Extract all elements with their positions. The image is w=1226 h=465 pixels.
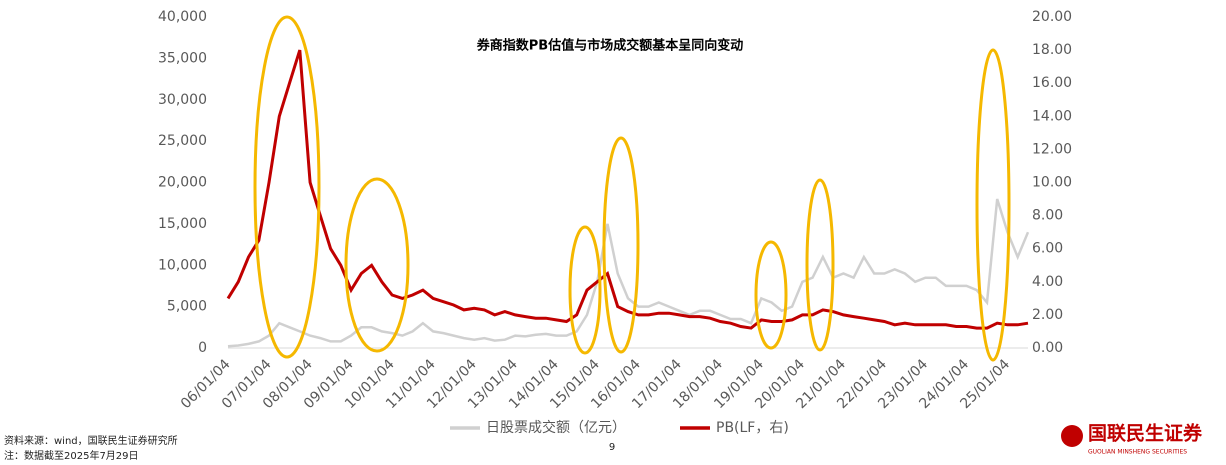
date-note: 注：数据截至2025年7月29日: [4, 449, 139, 462]
highlight: [602, 136, 640, 354]
y-tick-label: 0: [198, 340, 207, 356]
series-line: [226, 49, 1029, 330]
y-tick-label: 10,000: [158, 257, 207, 273]
source-note: 资料来源：wind，国联民生证券研究所: [4, 434, 178, 447]
y2-tick-label: 0.00: [1032, 340, 1063, 356]
y2-tick-label: 6.00: [1032, 241, 1063, 257]
logo-icon: [1061, 425, 1083, 447]
legend-label: PB(LF，右): [716, 420, 789, 436]
highlight: [975, 48, 1011, 362]
y-tick-label: 35,000: [158, 50, 207, 66]
y-tick-label: 5,000: [167, 299, 207, 315]
y2-tick-label: 20.00: [1032, 9, 1072, 25]
y-tick-label: 20,000: [158, 175, 207, 191]
y-tick-label: 25,000: [158, 133, 207, 149]
logo-subtext: GUOLIAN MINSHENG SECURITIES: [1088, 449, 1187, 456]
page-number: 9: [609, 442, 615, 453]
highlight: [805, 178, 835, 352]
logo-text: 国联民生证券: [1088, 422, 1203, 445]
legend-label: 日股票成交额（亿元）: [486, 419, 626, 436]
y2-tick-label: 18.00: [1032, 42, 1072, 58]
y2-tick-label: 14.00: [1032, 108, 1072, 124]
y2-tick-label: 2.00: [1032, 307, 1063, 323]
y2-tick-label: 4.00: [1032, 274, 1063, 290]
highlight: [253, 15, 321, 359]
y2-tick-label: 12.00: [1032, 141, 1072, 157]
highlight-ellipses: [253, 15, 1011, 362]
highlight: [344, 177, 410, 353]
y2-tick-label: 10.00: [1032, 175, 1072, 191]
highlight: [568, 225, 602, 355]
chart-title: 券商指数PB估值与市场成交额基本呈同向变动: [476, 38, 743, 54]
highlight: [754, 240, 788, 350]
y2-tick-label: 8.00: [1032, 208, 1063, 224]
y-tick-label: 30,000: [158, 92, 207, 108]
series-line: [227, 198, 1030, 348]
y2-tick-label: 16.00: [1032, 75, 1072, 91]
y-tick-label: 15,000: [158, 216, 207, 232]
y-tick-label: 40,000: [158, 9, 207, 25]
plot-area: 0 5,000 10,000 15,000 20,000 25,000 30,000 35,0…: [158, 9, 1072, 436]
